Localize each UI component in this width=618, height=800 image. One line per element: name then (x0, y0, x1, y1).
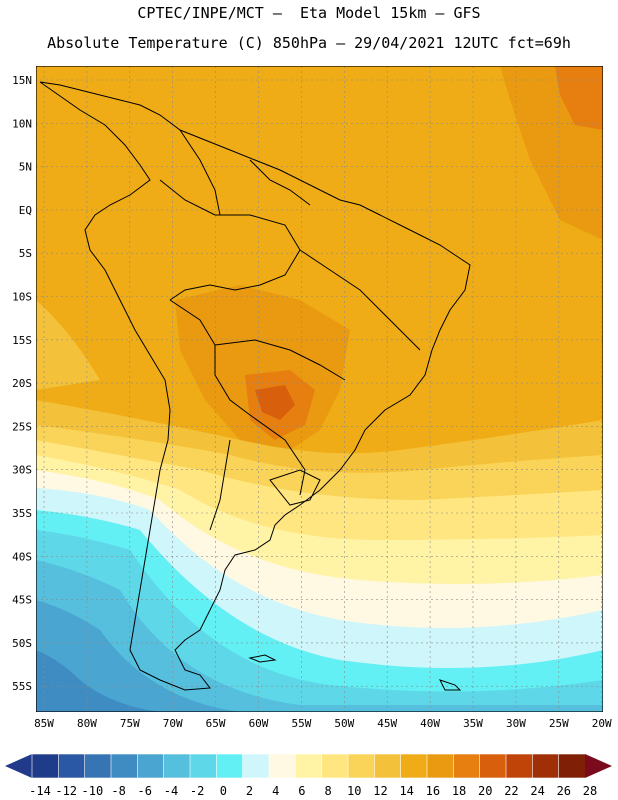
longitude-label: 70W (163, 717, 183, 730)
latitude-label: 10N (12, 117, 32, 130)
colorbar-swatch (189, 753, 218, 779)
colorbar-label: 4 (272, 784, 279, 798)
longitude-label: 20W (592, 717, 612, 730)
colorbar-label: 6 (298, 784, 305, 798)
longitude-label: 75W (120, 717, 140, 730)
latitude-label: 15S (12, 334, 32, 347)
colorbar-label: -8 (111, 784, 125, 798)
colorbar-swatch (242, 753, 270, 779)
colorbar-label: 0 (220, 784, 227, 798)
longitude-label: 40W (420, 717, 440, 730)
colorbar-label: 18 (452, 784, 466, 798)
colorbar-swatch (321, 753, 349, 779)
latitude-label: 5S (19, 247, 32, 260)
colorbar-swatch (110, 753, 139, 779)
longitude-label: 45W (377, 717, 397, 730)
colorbar-swatch (295, 753, 323, 779)
coastline (39, 81, 471, 691)
colorbar-swatch (426, 753, 455, 779)
colorbar-swatch (58, 753, 86, 779)
temperature-field (36, 66, 603, 712)
colorbar-swatch (505, 753, 534, 779)
colorbar-swatch (31, 753, 60, 779)
chart-title-line2: Absolute Temperature (C) 850hPa — 29/04/… (47, 34, 571, 52)
latitude-label: 15N (12, 74, 32, 87)
colorbar: -14 -12 -10 -8 -6 -4 -2 0 2 4 6 8 10 12 14 16 18 20 22 24 26… (5, 753, 612, 798)
colorbar-label: 26 (557, 784, 571, 798)
latitude-label: 25S (12, 420, 32, 433)
colorbar-swatch (400, 753, 428, 779)
colorbar-swatch (216, 753, 244, 779)
longitude-label: 50W (334, 717, 354, 730)
colorbar-swatch (453, 753, 481, 779)
latitude-label: EQ (19, 204, 32, 217)
longitude-label: 35W (463, 717, 483, 730)
latitude-label: 10S (12, 291, 32, 304)
latitude-label: 55S (12, 680, 32, 693)
latitude-label: 35S (12, 507, 32, 520)
longitude-label: 30W (506, 717, 526, 730)
colorbar-label: 24 (530, 784, 544, 798)
colorbar-label: 10 (347, 784, 361, 798)
colorbar-label: 20 (478, 784, 492, 798)
colorbar-swatch (532, 753, 560, 779)
longitude-label: 55W (291, 717, 311, 730)
latitude-label: 5N (19, 161, 32, 174)
colorbar-swatch (163, 753, 191, 779)
colorbar-label: 14 (399, 784, 413, 798)
colorbar-swatch (374, 753, 402, 779)
colorbar-label: 8 (324, 784, 331, 798)
colorbar-swatch (558, 753, 586, 779)
chart-title-line1: CPTEC/INPE/MCT — Eta Model 15km — GFS (137, 4, 481, 22)
longitude-label: 60W (249, 717, 269, 730)
colorbar-label: 28 (583, 784, 597, 798)
colorbar-swatch (137, 753, 165, 779)
latitude-label: 20S (12, 377, 32, 390)
longitude-label: 25W (549, 717, 569, 730)
longitude-label: 85W (34, 717, 54, 730)
colorbar-label: -14 (29, 784, 51, 798)
colorbar-label: -6 (138, 784, 152, 798)
colorbar-label: 2 (246, 784, 253, 798)
colorbar-label: 16 (426, 784, 440, 798)
colorbar-swatch (347, 753, 376, 779)
colorbar-label: 12 (373, 784, 387, 798)
latitude-label: 40S (12, 550, 32, 563)
latitude-labels: 15N 10N 5N EQ 5S 10S 15S 20S 25S 30S 35S 40S 45S 50S 5… (12, 74, 32, 693)
colorbar-swatch (268, 753, 297, 779)
colorbar-low-arrow (5, 754, 32, 778)
longitude-label: 80W (77, 717, 97, 730)
longitude-labels: 85W 80W 75W 70W 65W 60W 55W 50W 45W 40W 35W 30W 25W 2… (34, 717, 612, 730)
colorbar-label: -12 (55, 784, 77, 798)
latitude-label: 30S (12, 464, 32, 477)
colorbar-label: -10 (82, 784, 104, 798)
colorbar-label: 22 (504, 784, 518, 798)
colorbar-label: -4 (164, 784, 178, 798)
latitude-label: 50S (12, 637, 32, 650)
latitude-label: 45S (12, 594, 32, 607)
colorbar-swatch (479, 753, 507, 779)
colorbar-high-arrow (585, 754, 612, 778)
colorbar-swatch (84, 753, 112, 779)
colorbar-label: -2 (190, 784, 204, 798)
longitude-label: 65W (206, 717, 226, 730)
